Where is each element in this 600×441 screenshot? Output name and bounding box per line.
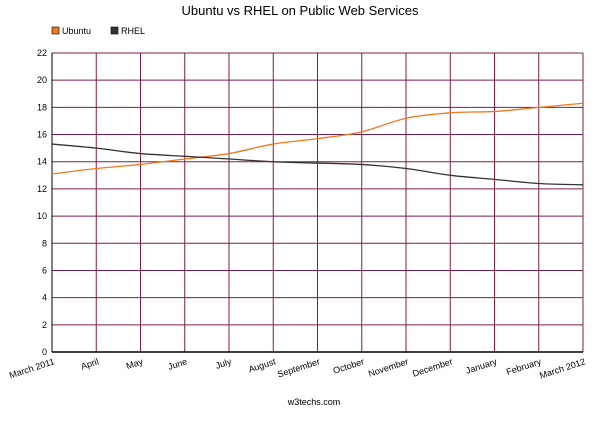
legend-swatch-ubuntu (51, 26, 60, 35)
x-tick-label: October (332, 356, 366, 375)
y-tick-label: 4 (42, 293, 47, 303)
x-tick-label: March 2011 (8, 356, 56, 380)
x-tick-label: April (80, 356, 100, 371)
legend-swatch-rhel (110, 26, 119, 35)
x-tick-label: June (167, 356, 189, 372)
x-tick-label: May (125, 356, 145, 371)
y-tick-label: 20 (37, 75, 47, 85)
x-tick-label: September (276, 356, 321, 379)
x-axis: March 2011 April May June July August Septembe… (8, 356, 587, 380)
x-tick-label: March 2012 (538, 356, 586, 380)
x-tick-label: November (367, 356, 410, 378)
x-tick-label: July (214, 356, 233, 371)
footer-source: w3techs.com (287, 397, 341, 407)
y-tick-label: 10 (37, 211, 47, 221)
y-tick-label: 14 (37, 157, 47, 167)
legend-label-rhel: RHEL (121, 26, 145, 36)
y-axis: 0 2 4 6 8 10 12 14 16 18 20 22 (37, 48, 47, 357)
chart-title: Ubuntu vs RHEL on Public Web Services (182, 3, 419, 18)
series-line-rhel (51, 143, 584, 186)
y-tick-label: 0 (42, 347, 47, 357)
y-tick-label: 22 (37, 48, 47, 58)
y-tick-label: 6 (42, 265, 47, 275)
y-tick-label: 8 (42, 238, 47, 248)
x-tick-label: January (465, 356, 499, 376)
y-tick-label: 2 (42, 320, 47, 330)
legend: Ubuntu RHEL (51, 26, 145, 36)
x-tick-label: August (247, 356, 277, 374)
x-tick-label: February (505, 356, 543, 377)
y-tick-label: 16 (37, 130, 47, 140)
legend-label-ubuntu: Ubuntu (62, 26, 91, 36)
series-lines (51, 102, 584, 186)
x-tick-label: December (411, 356, 454, 378)
grid (51, 52, 584, 353)
y-tick-label: 18 (37, 102, 47, 112)
y-tick-label: 12 (37, 184, 47, 194)
series-line-ubuntu (51, 102, 584, 175)
